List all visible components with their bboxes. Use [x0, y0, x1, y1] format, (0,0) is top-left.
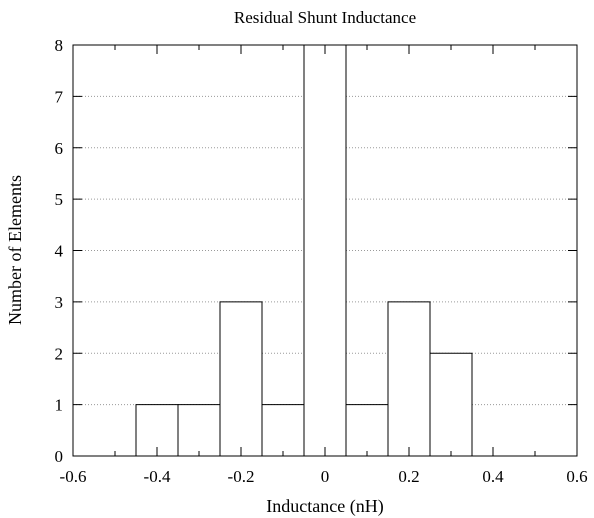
chart-title: Residual Shunt Inductance — [234, 8, 416, 27]
histogram-bar — [219, 301, 263, 457]
x-tick-label: 0.6 — [566, 467, 587, 486]
histogram-bar — [429, 352, 473, 457]
y-tick-label: 3 — [55, 293, 64, 312]
y-tick-label: 6 — [55, 139, 64, 158]
x-axis-label: Inductance (nH) — [266, 496, 383, 517]
x-tick-label: 0.2 — [398, 467, 419, 486]
y-tick-label: 8 — [55, 36, 64, 55]
x-axis-tick-labels: -0.6 -0.4 -0.2 0 0.2 0.4 0.6 — [60, 467, 588, 486]
histogram-bar — [387, 301, 431, 457]
y-axis-label: Number of Elements — [5, 175, 25, 325]
x-tick-label: -0.2 — [228, 467, 255, 486]
y-tick-label: 5 — [55, 190, 64, 209]
y-tick-label: 0 — [55, 447, 64, 466]
x-tick-label: 0.4 — [482, 467, 504, 486]
histogram-bar — [345, 404, 389, 457]
histogram-bars — [135, 44, 473, 457]
y-tick-label: 2 — [55, 344, 64, 363]
x-tick-label: -0.6 — [60, 467, 87, 486]
histogram-bar — [177, 404, 221, 457]
axis-ticks — [72, 44, 578, 457]
y-axis-tick-labels: 0 1 2 3 4 5 6 7 8 — [55, 36, 64, 466]
x-tick-label: -0.4 — [144, 467, 171, 486]
y-tick-label: 7 — [55, 87, 64, 106]
histogram-bar — [261, 404, 305, 457]
y-tick-label: 4 — [55, 242, 64, 261]
histogram-bar — [303, 44, 347, 457]
x-tick-label: 0 — [321, 467, 330, 486]
y-tick-label: 1 — [55, 396, 64, 415]
